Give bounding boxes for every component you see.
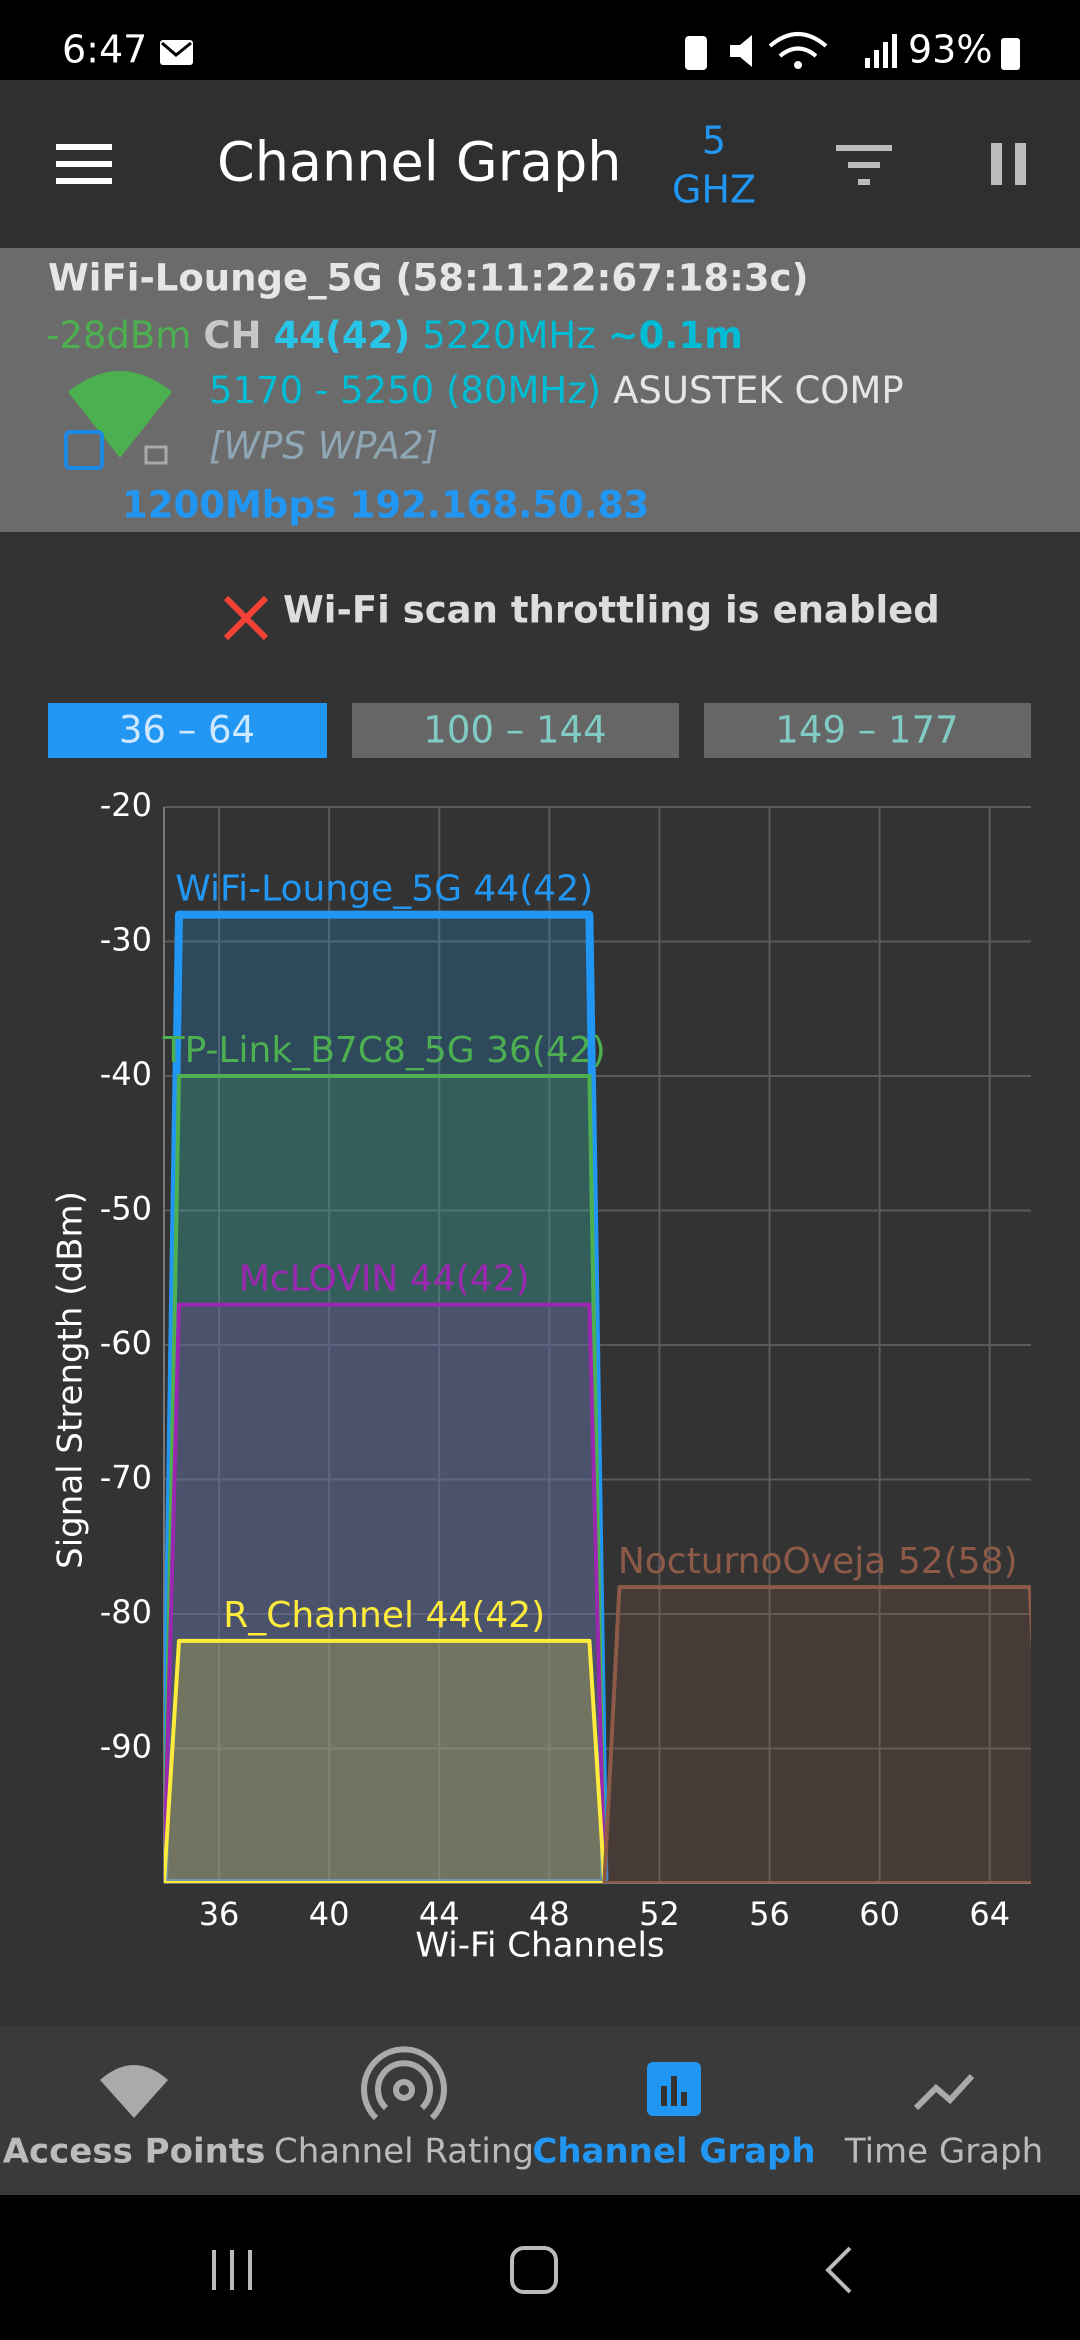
ap-speed-ip: 1200Mbps 192.168.50.83 bbox=[122, 484, 649, 527]
network-label: R_Channel 44(42) bbox=[223, 1595, 545, 1636]
ap-signal-line: -28dBm CH 44(42) 5220MHz ~0.1m bbox=[46, 314, 743, 357]
channel-chart: -20 -30 -40 -50 -60 -70 -80 -90 36 40 44 48 52 56 60 64… bbox=[100, 786, 1031, 1933]
toolbar-title: Channel Graph bbox=[217, 131, 622, 194]
tab-label[interactable]: 36 – 64 bbox=[119, 709, 255, 752]
warning-text: Wi-Fi scan throttling is enabled bbox=[283, 589, 940, 632]
y-tick-label: -50 bbox=[100, 1190, 152, 1228]
nav-label[interactable]: Channel Rating bbox=[274, 2132, 534, 2172]
toolbar bbox=[0, 80, 1080, 248]
network-label: TP-Link_B7C8_5G 36(42) bbox=[162, 1030, 606, 1071]
channel-area bbox=[164, 1638, 607, 1883]
x-tick-label: 36 bbox=[199, 1895, 240, 1933]
plot-area bbox=[164, 910, 1031, 1883]
ap-channel: 44(42) bbox=[273, 314, 410, 357]
y-tick-label: -70 bbox=[100, 1459, 152, 1497]
channel-area bbox=[602, 1585, 1031, 1883]
x-tick-label: 56 bbox=[749, 1895, 790, 1933]
wifi6-icon bbox=[64, 430, 104, 470]
y-tick-label: -60 bbox=[100, 1324, 152, 1362]
network-label: NocturnoOveja 52(58) bbox=[618, 1541, 1018, 1582]
y-tick-label: -30 bbox=[100, 921, 152, 959]
nav-icon[interactable] bbox=[913, 2073, 975, 2111]
ap-frequency: 5220MHz bbox=[422, 314, 595, 357]
tab[interactable] bbox=[48, 703, 327, 758]
nav-label[interactable]: Access Points bbox=[3, 2132, 266, 2172]
warning-icon bbox=[223, 595, 269, 641]
ap-security: [WPS WPA2] bbox=[209, 425, 438, 468]
y-tick-label: -80 bbox=[100, 1593, 152, 1631]
y-axis-title: Signal Strength (dBm) bbox=[51, 1191, 91, 1569]
system-nav-buttons[interactable] bbox=[212, 2246, 852, 2294]
lock-icon bbox=[144, 445, 168, 465]
channel-area bbox=[164, 1302, 607, 1883]
tab-label[interactable]: 149 – 177 bbox=[775, 709, 958, 752]
nav-label[interactable]: Channel Graph bbox=[532, 2132, 815, 2172]
nav-icon[interactable] bbox=[361, 2046, 447, 2121]
band-unit[interactable]: GHZ bbox=[672, 168, 756, 212]
wifi-strength-icon bbox=[68, 371, 172, 458]
tab-label[interactable]: 100 – 144 bbox=[423, 709, 606, 752]
ap-ssid: WiFi-Lounge_5G (58:11:22:67:18:3c) bbox=[48, 257, 809, 300]
menu-button[interactable] bbox=[56, 144, 112, 184]
x-tick-label: 40 bbox=[309, 1895, 350, 1933]
status-icons bbox=[685, 32, 1020, 70]
x-axis-title: Wi-Fi Channels bbox=[415, 1926, 664, 1966]
x-tick-label: 60 bbox=[859, 1895, 900, 1933]
ap-range-line: 5170 - 5250 (80MHz) ASUSTEK COMP bbox=[209, 369, 904, 412]
ap-vendor: ASUSTEK COMP bbox=[613, 369, 904, 412]
nav-icon[interactable] bbox=[100, 2065, 168, 2118]
ap-info-panel[interactable] bbox=[0, 248, 1080, 532]
ap-ch-label: CH bbox=[203, 314, 261, 357]
pause-button[interactable] bbox=[991, 143, 1026, 185]
channel-area bbox=[164, 1074, 607, 1883]
mail-icon-flap bbox=[161, 41, 192, 57]
y-tick-label: -90 bbox=[100, 1728, 152, 1766]
filter-button[interactable] bbox=[836, 145, 892, 185]
main-area bbox=[0, 532, 1080, 2026]
x-tick-label: 44 bbox=[419, 1895, 460, 1933]
y-tick-label: -20 bbox=[100, 786, 152, 824]
band-value[interactable]: 5 bbox=[702, 119, 726, 163]
battery-percent: 93% bbox=[908, 28, 992, 72]
ap-distance: ~0.1m bbox=[608, 314, 743, 357]
x-tick-label: 48 bbox=[529, 1895, 570, 1933]
ap-signal: -28dBm bbox=[46, 314, 191, 357]
y-tick-label: -40 bbox=[100, 1055, 152, 1093]
nav-label[interactable]: Time Graph bbox=[844, 2132, 1043, 2172]
ap-range: 5170 - 5250 (80MHz) bbox=[209, 369, 601, 412]
bottom-nav bbox=[0, 2026, 1080, 2195]
clock: 6:47 bbox=[62, 28, 147, 72]
x-tick-label: 64 bbox=[969, 1895, 1010, 1933]
network-label: WiFi-Lounge_5G 44(42) bbox=[175, 869, 593, 910]
system-nav bbox=[0, 2195, 1080, 2340]
x-tick-label: 52 bbox=[639, 1895, 680, 1933]
network-label: McLOVIN 44(42) bbox=[239, 1259, 530, 1300]
tab[interactable] bbox=[704, 703, 1031, 758]
tab[interactable] bbox=[352, 703, 679, 758]
